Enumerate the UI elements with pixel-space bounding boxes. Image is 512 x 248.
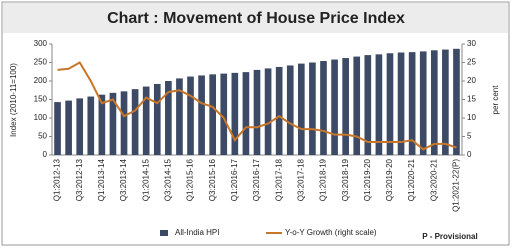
bar [408, 52, 416, 155]
bar [309, 62, 316, 155]
bar [142, 86, 150, 155]
x-tick-label: Q3:2012-13 [75, 158, 84, 201]
bar [209, 74, 216, 155]
bar [264, 68, 272, 155]
bar [187, 76, 194, 155]
y2-axis-label: per cent [491, 85, 500, 115]
bar [242, 72, 250, 155]
x-tick-label: Q3:2016-17 [252, 158, 261, 201]
bar [231, 72, 239, 155]
x-tick-label: Q3:2015-16 [208, 158, 217, 201]
x-tick-label: Q1:2016-17 [230, 158, 239, 201]
bar [153, 83, 161, 155]
x-tick-label: Q1:2019-20 [363, 158, 372, 201]
x-tick-label: Q3:2014-15 [163, 158, 172, 201]
y-tick-label: 50 [38, 132, 47, 141]
bar [353, 56, 361, 155]
y-tick-label: 300 [34, 39, 48, 48]
bar [109, 92, 117, 155]
y-tick-label: 100 [34, 113, 48, 122]
bar [120, 91, 128, 155]
bar [176, 78, 183, 155]
y2-tick-label: 10 [467, 113, 476, 122]
y2-tick-label: 15 [467, 95, 476, 104]
bar [397, 52, 405, 156]
legend-swatch [160, 230, 168, 236]
bar [298, 63, 305, 155]
bar [98, 94, 106, 155]
bar [430, 50, 438, 155]
bar [331, 59, 338, 155]
x-tick-label: Q3:2017-18 [296, 158, 305, 201]
x-tick-label: Q3:2018-19 [341, 158, 350, 201]
x-tick-label: Q1:2017-18 [274, 158, 283, 201]
bar [364, 55, 372, 155]
bar [286, 65, 294, 155]
bar [198, 75, 205, 155]
bar [54, 102, 61, 155]
bar [342, 58, 349, 156]
y-tick-label: 0 [43, 150, 48, 159]
x-tick-label: Q1:2021-22(P) [452, 159, 461, 212]
title-bar [3, 3, 508, 33]
x-tick-label: Q1:2020-21 [407, 158, 416, 201]
bar [65, 100, 72, 155]
y2-tick-label: 0 [467, 150, 472, 159]
bar [375, 54, 383, 155]
x-tick-label: Q1:2014-15 [141, 158, 150, 201]
chart-title: Chart : Movement of House Price Index [107, 10, 405, 27]
y2-tick-label: 20 [467, 76, 476, 85]
x-tick-label: Q1:2013-14 [97, 158, 106, 201]
legend-label: All-India HPI [175, 228, 219, 237]
bar [442, 49, 449, 155]
x-tick-label: Q1:2012-13 [53, 158, 62, 201]
bar [76, 98, 84, 155]
y-tick-label: 200 [34, 76, 48, 85]
bar [87, 96, 95, 155]
bar [419, 51, 427, 155]
bar [131, 89, 139, 155]
y-tick-label: 250 [34, 58, 48, 67]
x-tick-label: Q3:2013-14 [119, 158, 128, 201]
y2-tick-label: 5 [467, 132, 472, 141]
bar [275, 66, 283, 155]
y2-tick-label: 25 [467, 58, 476, 67]
note: P - Provisional [422, 232, 477, 241]
y-axis-label: Index (2010-11=100) [9, 63, 18, 137]
x-tick-label: Q3:2019-20 [385, 158, 394, 201]
x-tick-label: Q1:2015-16 [186, 158, 195, 201]
bar [253, 69, 261, 155]
line [57, 61, 457, 151]
y-tick-label: 150 [34, 95, 48, 104]
legend-label: Y-o-Y Growth (right scale) [285, 228, 377, 237]
bar [220, 73, 228, 155]
bar [453, 48, 460, 156]
x-tick-label: Q1:2018-19 [319, 158, 328, 201]
bar [165, 81, 172, 155]
bar [386, 53, 394, 155]
x-tick-label: Q3:2020-21 [429, 158, 438, 201]
y2-tick-label: 30 [467, 39, 476, 48]
bar [320, 61, 327, 155]
